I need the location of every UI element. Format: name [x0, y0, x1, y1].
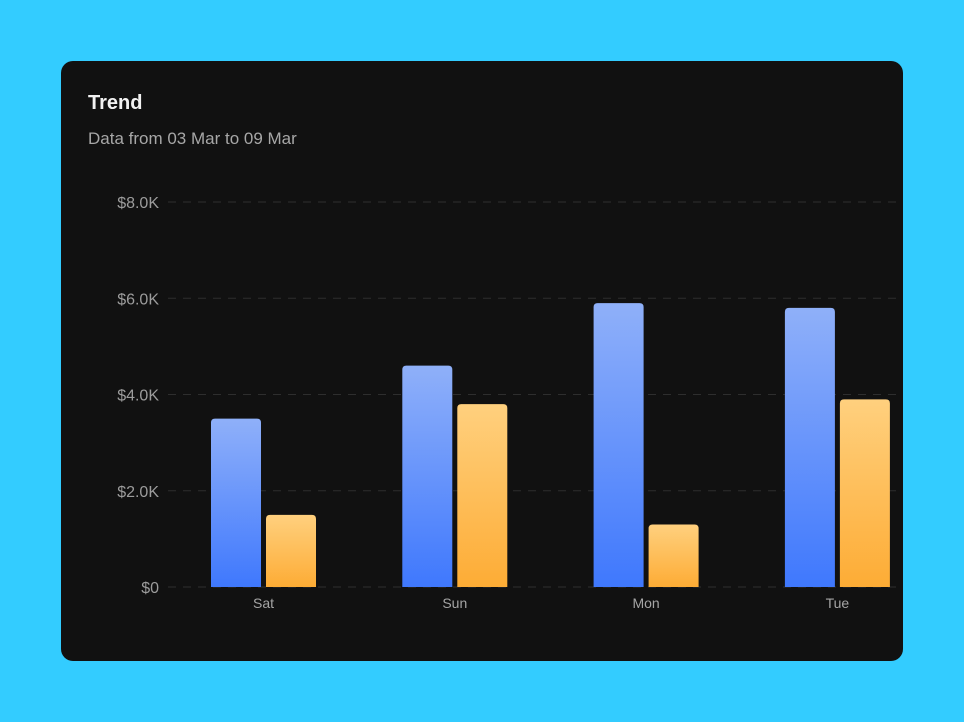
y-axis-ticks: $0 $2.0K $4.0K $6.0K $8.0K [117, 195, 159, 597]
card-title: Trend [88, 92, 143, 114]
x-axis-ticks: Sat Sun Mon Tue [253, 595, 849, 611]
bar-sun-series-2 [457, 404, 508, 587]
bar-mon-series-2 [648, 524, 699, 587]
x-tick-label: Sat [253, 595, 274, 611]
y-tick-label: $6.0K [117, 291, 159, 308]
bar-sun-series-1 [402, 365, 453, 587]
bar-mon-series-1 [593, 303, 644, 587]
trend-card: $0 $2.0K $4.0K $6.0K $8.0K Sat Sun Mon Tue Tren… [61, 61, 903, 661]
y-tick-label: $2.0K [117, 484, 159, 501]
y-tick-label: $8.0K [117, 195, 159, 212]
bar-chart: $0 $2.0K $4.0K $6.0K $8.0K Sat Sun Mon Tue [117, 195, 903, 611]
bars [211, 303, 890, 587]
bar-sat-series-2 [266, 514, 316, 587]
y-tick-label: $4.0K [117, 388, 159, 405]
x-tick-label: Mon [632, 595, 659, 611]
bar-sat-series-1 [211, 418, 261, 587]
bar-tue-series-1 [784, 307, 835, 587]
card-subtitle: Data from 03 Mar to 09 Mar [88, 129, 297, 148]
y-tick-label: $0 [141, 580, 159, 597]
x-tick-label: Tue [826, 595, 850, 611]
bar-tue-series-2 [839, 399, 890, 587]
x-tick-label: Sun [442, 595, 467, 611]
